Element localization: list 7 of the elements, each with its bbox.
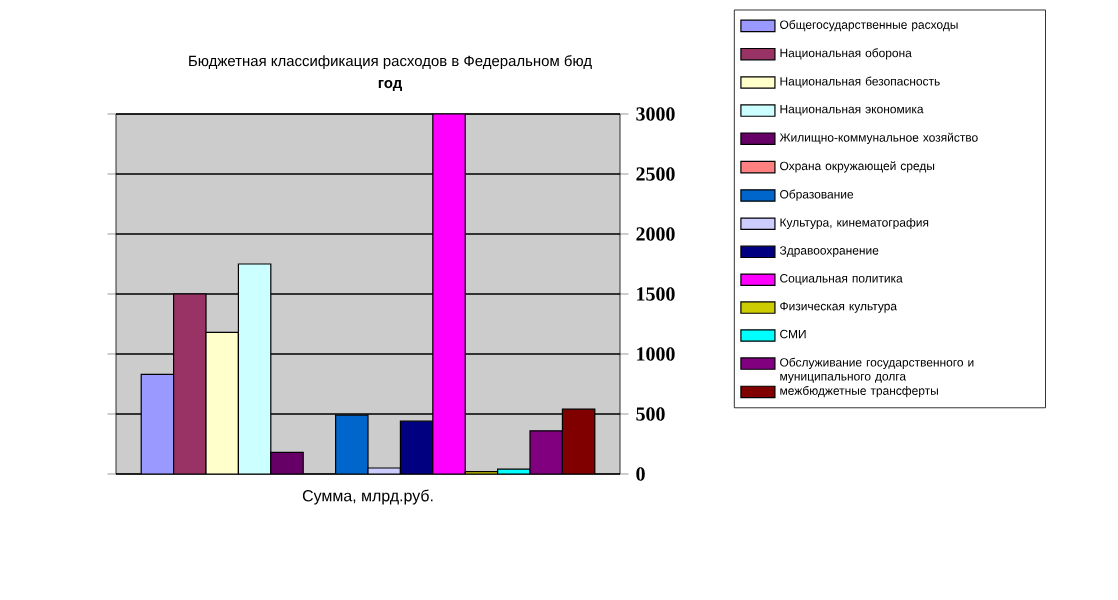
y-tick-label: 2000 [636, 227, 675, 241]
y-tick-label: 2500 [636, 167, 675, 181]
y-tick-label: 0 [636, 467, 645, 481]
y-tick-label: 1000 [637, 347, 675, 361]
y-tick-label: 3000 [636, 107, 675, 121]
y-tick-label: 1500 [637, 287, 675, 301]
y-tick-label: 500 [636, 407, 665, 421]
